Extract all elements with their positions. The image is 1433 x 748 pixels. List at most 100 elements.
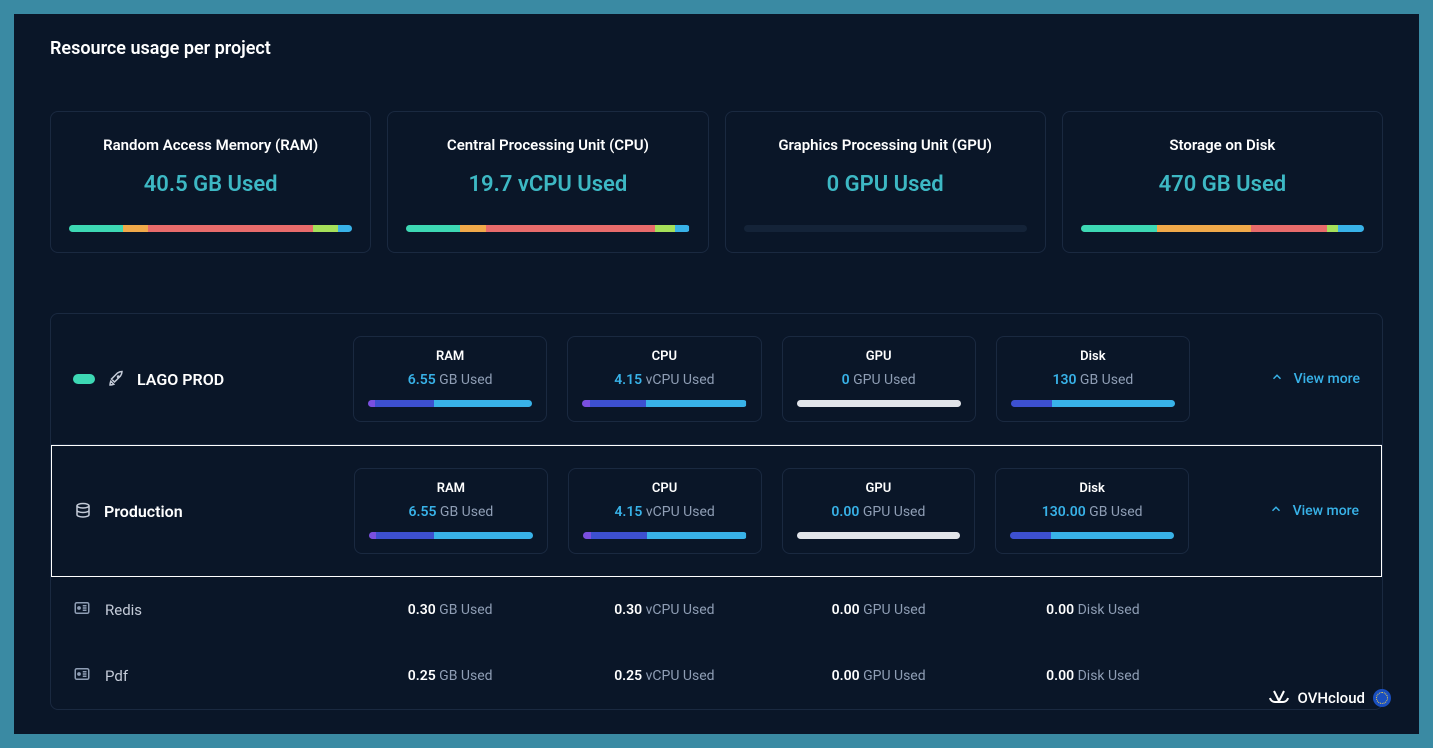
bar-segment	[486, 225, 656, 232]
brand-badge: OVHcloud	[1268, 688, 1391, 708]
metric-value: 4.15 vCPU Used	[583, 504, 747, 520]
view-more-button[interactable]: View more	[1209, 502, 1359, 520]
service-metric-number: 0.00	[832, 668, 860, 684]
metric-value-number: 130	[1052, 372, 1076, 388]
service-metric-unit: GB Used	[436, 602, 493, 618]
summary-card: Storage on Disk 470 GB Used	[1062, 111, 1383, 253]
summary-row: Random Access Memory (RAM) 40.5 GB Used Ce…	[50, 111, 1383, 253]
service-metric: 0.25 GB Used	[353, 668, 547, 684]
summary-card-value: 470 GB Used	[1081, 172, 1364, 197]
service-name-text: Redis	[105, 601, 142, 619]
bar-segment	[434, 400, 533, 407]
metric-card: CPU 4.15 vCPU Used	[567, 336, 761, 422]
bar-segment	[1157, 225, 1250, 232]
service-name-text: Pdf	[105, 667, 128, 685]
eu-flag-icon	[1373, 689, 1391, 707]
chevron-up-icon	[1269, 502, 1283, 520]
service-metric-number: 0.30	[614, 602, 642, 618]
metric-usage-bar	[368, 400, 532, 407]
metric-value: 4.15 vCPU Used	[582, 372, 746, 388]
metric-value-unit: vCPU Used	[642, 504, 714, 520]
metric-value-number: 6.55	[408, 372, 436, 388]
bar-segment	[1338, 225, 1363, 232]
bar-segment	[675, 225, 689, 232]
metric-value-number: 130.00	[1042, 504, 1086, 520]
summary-usage-bar	[1081, 225, 1364, 232]
project-name-text: LAGO PROD	[137, 370, 224, 389]
metric-value-number: 0.00	[831, 504, 859, 520]
metric-value-number: 0	[842, 372, 850, 388]
bar-segment	[1011, 400, 1052, 407]
metric-value: 0.00 GPU Used	[797, 504, 961, 520]
metric-usage-bar	[1010, 532, 1174, 539]
metric-card: Disk130 GB Used	[996, 336, 1190, 422]
metric-label: RAM	[368, 349, 532, 364]
metric-value-unit: GB Used	[436, 372, 493, 388]
service-metric: 0.25 vCPU Used	[567, 668, 761, 684]
metric-value-unit: vCPU Used	[642, 372, 714, 388]
metric-usage-bar	[582, 400, 746, 407]
service-metric-number: 0.25	[408, 668, 436, 684]
bar-segment	[148, 225, 312, 232]
service-metric-number: 0.00	[1046, 668, 1074, 684]
bar-segment	[1081, 225, 1157, 232]
metric-label: CPU	[582, 349, 746, 364]
metric-value: 6.55 GB Used	[368, 372, 532, 388]
bar-segment	[338, 225, 352, 232]
metric-value: 0 GPU Used	[797, 372, 961, 388]
service-row[interactable]: Redis0.30 GB Used0.30 vCPU Used0.00 GPU …	[51, 577, 1382, 643]
service-metric: 0.00 Disk Used	[996, 602, 1190, 618]
metric-value-number: 4.15	[614, 504, 642, 520]
status-pill-icon	[73, 374, 95, 384]
summary-card-title: Random Access Memory (RAM)	[69, 136, 352, 154]
bar-segment	[1251, 225, 1327, 232]
service-metric-unit: Disk Used	[1074, 668, 1139, 684]
service-metric-unit: Disk Used	[1074, 602, 1139, 618]
metric-card: Disk130.00 GB Used	[995, 468, 1189, 554]
resource-panel: Resource usage per project Random Access…	[14, 14, 1419, 734]
bar-segment	[434, 532, 532, 539]
service-name: Redis	[73, 599, 333, 621]
metric-value-unit: GPU Used	[859, 504, 925, 520]
metric-value-number: 6.55	[408, 504, 436, 520]
metric-label: Disk	[1011, 349, 1175, 364]
service-metric-number: 0.30	[408, 602, 436, 618]
bar-segment	[590, 400, 646, 407]
section-title: Resource usage per project	[50, 38, 1383, 59]
service-metric-unit: vCPU Used	[642, 668, 714, 684]
summary-card-value: 19.7 vCPU Used	[406, 172, 689, 197]
service-metric: 0.30 GB Used	[353, 602, 547, 618]
bar-segment	[69, 225, 123, 232]
bar-segment	[1052, 400, 1175, 407]
metric-usage-bar	[797, 532, 961, 539]
summary-card-value: 40.5 GB Used	[69, 172, 352, 197]
summary-card: Central Processing Unit (CPU) 19.7 vCPU U…	[387, 111, 708, 253]
metric-card: RAM 6.55 GB Used	[353, 336, 547, 422]
bar-segment	[583, 532, 591, 539]
view-more-button[interactable]: View more	[1210, 370, 1360, 388]
service-metric-number: 0.00	[1046, 602, 1074, 618]
chevron-up-icon	[1270, 370, 1284, 388]
bar-segment	[582, 400, 590, 407]
database-icon	[74, 502, 92, 520]
summary-card-title: Storage on Disk	[1081, 136, 1364, 154]
view-more-label: View more	[1294, 371, 1360, 387]
project-row[interactable]: LAGO PROD RAM 6.55 GB Used CPU 4.15 vCPU Use…	[51, 314, 1382, 445]
bar-segment	[376, 532, 435, 539]
brand-text: OVHcloud	[1298, 689, 1365, 707]
service-metric: 0.00 GPU Used	[782, 668, 976, 684]
summary-card-title: Central Processing Unit (CPU)	[406, 136, 689, 154]
metric-value-unit: GB Used	[1086, 504, 1143, 520]
metric-value-number: 4.15	[614, 372, 642, 388]
metric-usage-bar	[583, 532, 747, 539]
metric-label: GPU	[797, 349, 961, 364]
service-metric-unit: vCPU Used	[642, 602, 714, 618]
bar-segment	[647, 532, 747, 539]
bar-segment	[646, 400, 746, 407]
service-metric-number: 0.25	[614, 668, 642, 684]
service-metric: 0.30 vCPU Used	[567, 602, 761, 618]
project-row[interactable]: ProductionRAM6.55 GB UsedCPU4.15 vCPU Us…	[51, 445, 1382, 577]
service-row[interactable]: Pdf0.25 GB Used0.25 vCPU Used0.00 GPU Us…	[51, 643, 1382, 709]
metric-value: 6.55 GB Used	[369, 504, 533, 520]
metric-card: RAM6.55 GB Used	[354, 468, 548, 554]
